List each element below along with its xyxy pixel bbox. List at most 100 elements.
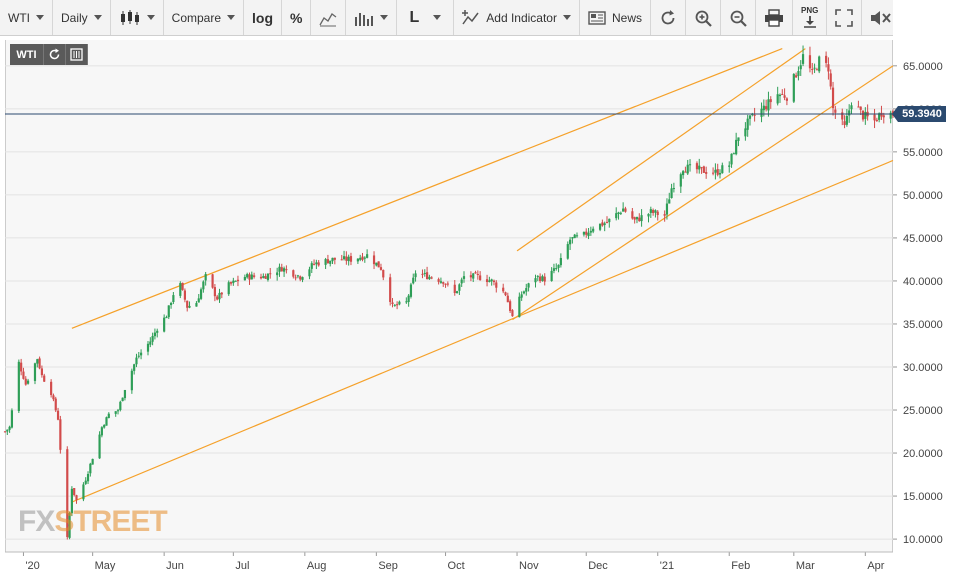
candle-body[interactable]	[396, 304, 399, 306]
candle-body[interactable]	[84, 480, 87, 484]
candle-body[interactable]	[107, 413, 110, 418]
candle-body[interactable]	[670, 188, 673, 199]
candle-body[interactable]	[250, 274, 253, 280]
candle-body[interactable]	[391, 302, 394, 305]
candle-body[interactable]	[695, 163, 699, 170]
chart-type-selector[interactable]	[111, 0, 164, 35]
candle-body[interactable]	[682, 171, 685, 176]
candle-body[interactable]	[121, 397, 124, 402]
candle-body[interactable]	[204, 274, 207, 281]
candle-body[interactable]	[430, 277, 433, 279]
candle-body[interactable]	[859, 106, 862, 110]
candle-body[interactable]	[33, 363, 37, 381]
candle-body[interactable]	[22, 371, 25, 379]
candle-body[interactable]	[559, 258, 562, 266]
candle-body[interactable]	[229, 282, 233, 284]
candle-body[interactable]	[59, 419, 62, 450]
candle-body[interactable]	[783, 95, 786, 98]
candle-body[interactable]	[398, 301, 401, 305]
candle-body[interactable]	[506, 295, 509, 303]
candle-body[interactable]	[721, 165, 724, 174]
trendline-lower-channel-1[interactable]	[71, 159, 894, 503]
candle-body[interactable]	[778, 94, 782, 97]
candle-body[interactable]	[156, 330, 159, 333]
candle-body[interactable]	[324, 259, 327, 265]
candle-body[interactable]	[421, 273, 424, 275]
candle-body[interactable]	[882, 115, 885, 118]
candle-body[interactable]	[827, 64, 830, 72]
candle-body[interactable]	[86, 473, 90, 482]
candle-body[interactable]	[566, 244, 569, 259]
candle-body[interactable]	[36, 359, 39, 364]
candle-body[interactable]	[167, 305, 170, 318]
candle-body[interactable]	[850, 105, 853, 110]
candle-body[interactable]	[361, 256, 364, 260]
candle-body[interactable]	[70, 488, 73, 514]
candle-body[interactable]	[550, 270, 553, 282]
draw-area-button[interactable]	[311, 0, 347, 35]
candle-body[interactable]	[312, 263, 316, 265]
candle-body[interactable]	[665, 203, 669, 215]
candle-body[interactable]	[439, 281, 443, 283]
candle-body[interactable]	[635, 216, 639, 220]
candle-body[interactable]	[43, 375, 46, 382]
candle-body[interactable]	[151, 336, 154, 342]
candle-body[interactable]	[679, 174, 682, 187]
candle-body[interactable]	[3, 431, 7, 433]
candle-body[interactable]	[511, 310, 514, 317]
candle-body[interactable]	[100, 427, 103, 436]
candle-body[interactable]	[813, 67, 816, 69]
candle-body[interactable]	[38, 358, 41, 369]
candle-body[interactable]	[442, 282, 445, 284]
candle-body[interactable]	[760, 108, 763, 117]
candle-body[interactable]	[873, 114, 876, 121]
symbol-badge[interactable]: WTI	[10, 44, 44, 65]
candle-body[interactable]	[428, 276, 431, 280]
candle-body[interactable]	[114, 411, 117, 414]
candle-body[interactable]	[54, 398, 57, 411]
candle-body[interactable]	[294, 277, 297, 279]
price-chart[interactable]: 10.0000 15.0000 20.0000 25.0000 30.0000 35.00…	[0, 37, 959, 576]
candle-body[interactable]	[405, 301, 408, 303]
candle-body[interactable]	[98, 434, 101, 459]
candle-body[interactable]	[68, 513, 71, 538]
candle-body[interactable]	[382, 269, 385, 278]
candle-body[interactable]	[444, 283, 447, 285]
candle-body[interactable]	[479, 275, 482, 281]
candle-body[interactable]	[785, 98, 788, 101]
line-tool-selector[interactable]: L	[397, 0, 455, 35]
candle-body[interactable]	[308, 269, 311, 277]
candle-body[interactable]	[605, 221, 609, 223]
candle-body[interactable]	[248, 274, 251, 280]
candle-body[interactable]	[520, 294, 523, 298]
candle-body[interactable]	[555, 268, 558, 270]
candle-body[interactable]	[414, 273, 417, 278]
candle-body[interactable]	[492, 280, 496, 282]
candle-body[interactable]	[232, 280, 235, 284]
percent-scale-button[interactable]: %	[282, 0, 312, 35]
candle-body[interactable]	[527, 283, 530, 288]
candle-body[interactable]	[181, 282, 184, 290]
candle-body[interactable]	[40, 368, 43, 376]
candle-body[interactable]	[146, 343, 150, 352]
candle-body[interactable]	[282, 268, 286, 272]
candle-body[interactable]	[825, 55, 828, 63]
candle-body[interactable]	[453, 284, 456, 294]
candle-body[interactable]	[485, 279, 489, 283]
zoom-in-button[interactable]	[686, 0, 721, 35]
candle-body[interactable]	[460, 279, 463, 284]
candle-body[interactable]	[552, 268, 556, 271]
candle-body[interactable]	[714, 169, 717, 173]
candle-body[interactable]	[296, 275, 300, 277]
candle-body[interactable]	[698, 165, 701, 170]
candle-body[interactable]	[123, 390, 127, 399]
candle-body[interactable]	[631, 211, 634, 219]
candle-body[interactable]	[183, 290, 187, 300]
candle-body[interactable]	[718, 173, 722, 175]
candle-body[interactable]	[831, 87, 835, 109]
candle-body[interactable]	[568, 239, 572, 245]
png-export-button[interactable]: PNG	[793, 0, 828, 35]
candle-body[interactable]	[259, 276, 263, 279]
log-scale-button[interactable]: log	[244, 0, 283, 35]
candle-body[interactable]	[24, 378, 27, 385]
